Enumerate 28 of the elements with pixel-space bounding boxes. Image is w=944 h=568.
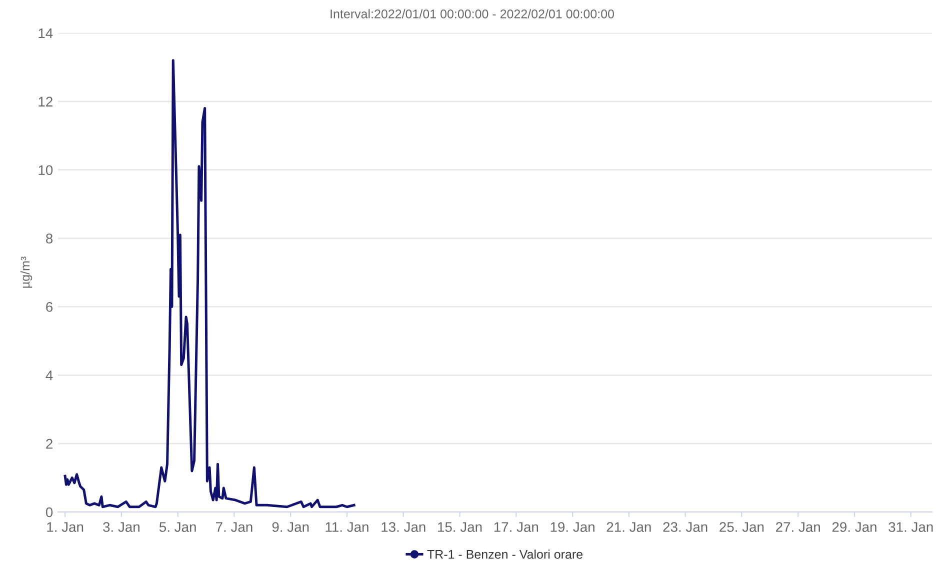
y-tick-label: 6: [46, 302, 53, 312]
x-tick-label: 15. Jan: [438, 522, 482, 532]
x-tick-label: 13. Jan: [382, 522, 426, 532]
x-tick-label: 27. Jan: [776, 522, 820, 532]
x-tick-label: 31. Jan: [888, 522, 933, 532]
x-tick-label: 29. Jan: [832, 522, 876, 532]
x-tick-label: 25. Jan: [720, 522, 764, 532]
x-tick-label: 17. Jan: [494, 522, 538, 532]
legend-label: TR-1 - Benzen - Valori orare: [427, 550, 582, 559]
x-tick-label: 5. Jan: [159, 522, 196, 532]
x-tick-label: 21. Jan: [606, 522, 651, 532]
x-tick-label: 3. Jan: [103, 522, 140, 532]
line-series: [64, 59, 356, 508]
x-tick-label: 1. Jan: [47, 522, 84, 532]
x-tick-label: 7. Jan: [216, 522, 252, 532]
chart-title: Interval:2022/01/01 00:00:00 - 2022/02/01 00:00:00: [330, 9, 614, 18]
x-tick-label: 11. Jan: [326, 522, 368, 532]
y-tick-label: 4: [46, 370, 53, 380]
y-axis-title: µg/m³: [20, 256, 32, 288]
y-tick-label: 14: [38, 28, 53, 38]
x-tick-label: 19. Jan: [550, 522, 594, 532]
y-tick-label: 10: [38, 165, 53, 176]
y-tick-label: 0: [46, 507, 53, 518]
y-tick-label: 8: [46, 234, 53, 244]
y-tick-label: 12: [38, 96, 52, 106]
x-tick-label: 23. Jan: [663, 522, 708, 532]
y-tick-label: 2: [46, 438, 52, 449]
x-tick-label: 9. Jan: [272, 522, 309, 532]
